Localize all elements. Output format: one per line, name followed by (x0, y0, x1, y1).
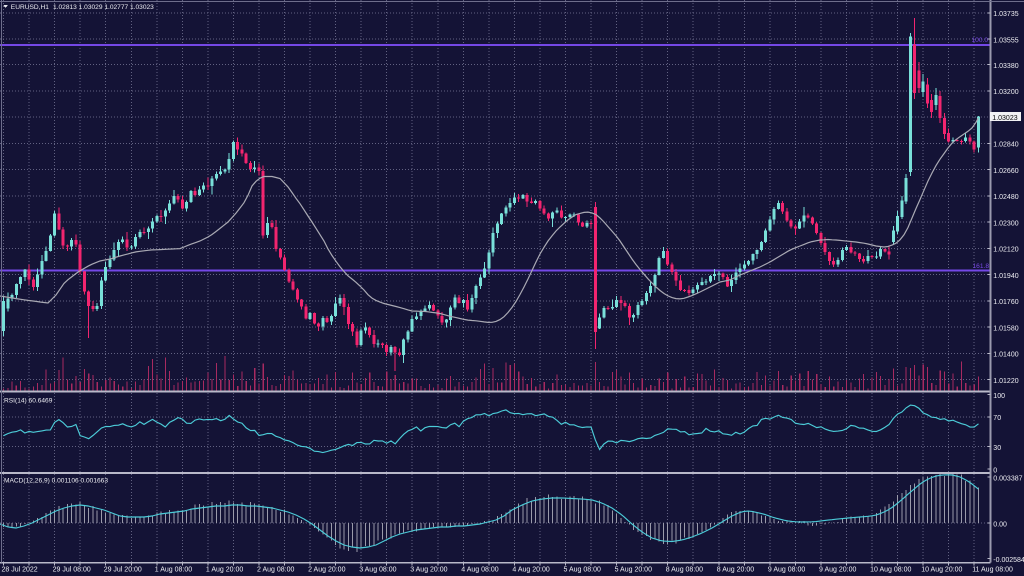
svg-text:1.03200: 1.03200 (993, 89, 1018, 96)
svg-text:70: 70 (993, 415, 1001, 422)
svg-text:4 Aug 08:00: 4 Aug 08:00 (461, 567, 498, 574)
svg-text:1.01760: 1.01760 (993, 299, 1018, 306)
svg-text:29 Jul 20:00: 29 Jul 20:00 (104, 567, 142, 574)
svg-text:1 Aug 20:00: 1 Aug 20:00 (206, 567, 243, 574)
svg-text:11 Aug 08:00: 11 Aug 08:00 (972, 567, 1013, 574)
svg-text:0.003387: 0.003387 (993, 475, 1022, 482)
svg-text:3 Aug 20:00: 3 Aug 20:00 (410, 567, 447, 574)
svg-text:28 Jul 2022: 28 Jul 2022 (2, 567, 38, 574)
svg-text:10 Aug 20:00: 10 Aug 20:00 (921, 567, 962, 574)
svg-text:5 Aug 08:00: 5 Aug 08:00 (564, 567, 601, 574)
svg-text:EURUSD,H1: EURUSD,H1 (11, 4, 49, 11)
svg-text:RSI(14) 60.6469: RSI(14) 60.6469 (4, 397, 53, 404)
svg-text:1.03380: 1.03380 (993, 63, 1018, 70)
svg-text:1.03555: 1.03555 (993, 37, 1018, 44)
svg-text:3 Aug 08:00: 3 Aug 08:00 (359, 567, 396, 574)
svg-text:1.02480: 1.02480 (993, 194, 1018, 201)
svg-text:1.01220: 1.01220 (993, 378, 1018, 385)
svg-text:1.03735: 1.03735 (993, 11, 1018, 18)
svg-text:1.02840: 1.02840 (993, 142, 1018, 149)
svg-text:100: 100 (993, 393, 1005, 400)
svg-text:4 Aug 20:00: 4 Aug 20:00 (512, 567, 549, 574)
svg-text:2 Aug 08:00: 2 Aug 08:00 (257, 567, 294, 574)
svg-text:5 Aug 20:00: 5 Aug 20:00 (615, 567, 652, 574)
svg-text:1.02120: 1.02120 (993, 247, 1018, 254)
svg-text:1.01940: 1.01940 (993, 273, 1018, 280)
svg-text:100.0: 100.0 (971, 37, 988, 44)
svg-text:29 Jul 08:00: 29 Jul 08:00 (53, 567, 91, 574)
svg-text:2 Aug 20:00: 2 Aug 20:00 (308, 567, 345, 574)
svg-text:1.02813 1.03029 1.02777 1.0302: 1.02813 1.03029 1.02777 1.03023 (53, 4, 154, 11)
svg-text:1.01580: 1.01580 (993, 326, 1018, 333)
svg-text:1.02660: 1.02660 (993, 168, 1018, 175)
svg-text:9 Aug 20:00: 9 Aug 20:00 (819, 567, 856, 574)
svg-text:30: 30 (993, 445, 1001, 452)
svg-text:1.02300: 1.02300 (993, 221, 1018, 228)
svg-text:0.00: 0.00 (993, 521, 1007, 528)
svg-text:161.8: 161.8 (972, 263, 989, 270)
svg-text:1.03023: 1.03023 (992, 115, 1017, 122)
svg-text:8 Aug 20:00: 8 Aug 20:00 (717, 567, 754, 574)
svg-text:8 Aug 08:00: 8 Aug 08:00 (666, 567, 703, 574)
svg-text:0: 0 (993, 467, 997, 474)
svg-text:MACD(12,26,9) 0.001106 0.00166: MACD(12,26,9) 0.001106 0.001663 (4, 477, 108, 484)
svg-text:9 Aug 08:00: 9 Aug 08:00 (768, 567, 805, 574)
svg-text:1 Aug 08:00: 1 Aug 08:00 (155, 567, 192, 574)
svg-text:10 Aug 08:00: 10 Aug 08:00 (870, 567, 911, 574)
svg-text:-0.002584: -0.002584 (993, 557, 1024, 564)
svg-text:1.01400: 1.01400 (993, 352, 1018, 359)
